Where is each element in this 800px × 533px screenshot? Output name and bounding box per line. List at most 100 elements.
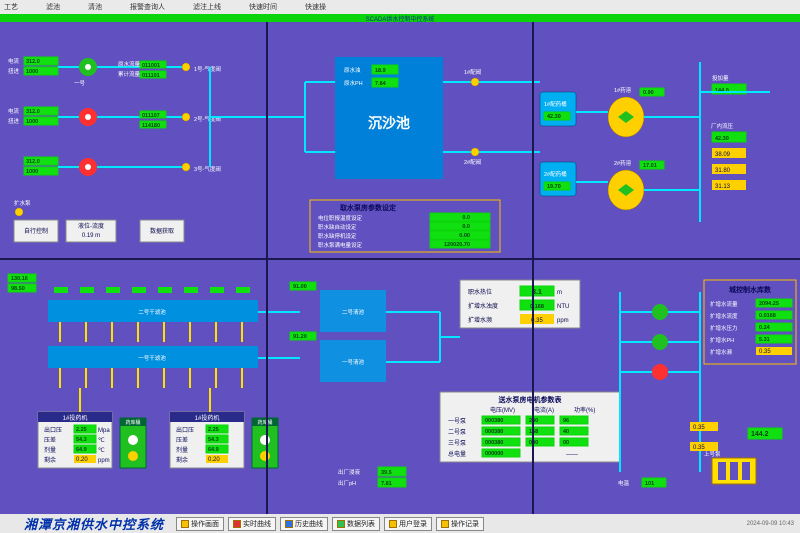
svg-text:上号泵: 上号泵 [704, 450, 721, 458]
svg-text:自行控制: 自行控制 [24, 227, 48, 235]
dosing-cabinets: 1#投药机 出口压2.25Mpa 压差54.3℃ 剂量64.9℃ 剩余0.20p… [38, 388, 278, 468]
svg-text:011001: 011001 [142, 63, 160, 69]
footer-btn[interactable]: 历史曲线 [280, 517, 328, 531]
menu-item[interactable]: 工艺 [4, 2, 18, 12]
svg-text:职水泵满电量设定: 职水泵满电量设定 [318, 241, 363, 249]
svg-text:二号干滤池: 二号干滤池 [138, 308, 166, 316]
svg-text:出口压: 出口压 [176, 426, 194, 434]
svg-text:120020.70: 120020.70 [444, 242, 470, 248]
svg-text:39.5: 39.5 [381, 470, 392, 476]
svg-text:原水浊: 原水浊 [344, 66, 361, 74]
svg-text:扩增水压力: 扩增水压力 [710, 324, 738, 332]
svg-text:压差: 压差 [44, 436, 56, 444]
svg-text:药库桶: 药库桶 [257, 419, 272, 426]
menu-item[interactable]: 滤注上线 [193, 2, 221, 12]
status-bar: SCADA供水控制中控系统 [0, 14, 800, 22]
scada-canvas: 312.0 1000 电流扭进 一号 011101 011001 原水流量累计流… [0, 22, 800, 514]
svg-text:原水流量: 原水流量 [118, 60, 141, 68]
svg-text:剂量: 剂量 [44, 446, 56, 454]
svg-text:0.20: 0.20 [208, 457, 220, 463]
svg-text:药库桶: 药库桶 [125, 419, 140, 426]
svg-text:3号-气度阀: 3号-气度阀 [194, 165, 221, 173]
footer-btn[interactable]: 实时曲线 [228, 517, 276, 531]
svg-text:取水泵房参数设定: 取水泵房参数设定 [340, 203, 396, 212]
svg-text:NTU: NTU [557, 304, 569, 310]
svg-text:2#配阀: 2#配阀 [464, 158, 481, 166]
filter-pools: 130.16 98.50 二号干滤池 一号干滤池 [8, 274, 300, 388]
svg-text:7.81: 7.81 [381, 481, 392, 487]
svg-text:312.0: 312.0 [26, 59, 40, 65]
svg-text:送水泵房电机参数表: 送水泵房电机参数表 [498, 395, 563, 404]
svg-text:——: —— [566, 452, 578, 458]
outlet-readouts: 出厂浸液39.5 出厂pH7.81 电温101 [338, 467, 666, 487]
svg-text:电流(A): 电流(A) [534, 406, 554, 414]
svg-text:1000: 1000 [26, 169, 38, 175]
svg-text:液位-流度: 液位-流度 [78, 222, 104, 230]
svg-text:℃: ℃ [98, 438, 105, 444]
svg-text:电温: 电温 [618, 479, 630, 487]
svg-text:000380: 000380 [485, 418, 503, 424]
footer-btn[interactable]: 操作记录 [436, 517, 484, 531]
svg-text:m: m [557, 290, 562, 296]
svg-text:96: 96 [563, 418, 569, 424]
svg-text:剂量: 剂量 [176, 446, 188, 454]
svg-text:64.9: 64.9 [208, 447, 219, 453]
timestamp: 2024-09-09 10:43 [747, 521, 794, 527]
svg-text:91.20: 91.20 [293, 334, 307, 340]
footer-btn[interactable]: 用户登录 [384, 517, 432, 531]
svg-text:0.90: 0.90 [643, 90, 654, 96]
svg-text:沉沙池: 沉沙池 [368, 115, 410, 131]
menu-item[interactable]: 快速操 [305, 2, 326, 12]
menu-item[interactable]: 报警查询人 [130, 2, 165, 12]
svg-text:1#投药机: 1#投药机 [63, 414, 88, 422]
svg-text:011101: 011101 [142, 73, 160, 79]
menu-item[interactable]: 滤池 [46, 2, 60, 12]
footer-bar: 湘潭京湘供水中控系统 操作画面 实时曲线 历史曲线 数据列表 用户登录 操作记录… [0, 514, 800, 533]
svg-text:ppm: ppm [98, 458, 110, 464]
svg-text:000000: 000000 [485, 451, 503, 457]
svg-text:64.9: 64.9 [76, 447, 87, 453]
svg-text:三号泵: 三号泵 [448, 440, 466, 447]
svg-text:扩水泵: 扩水泵 [14, 199, 31, 207]
svg-text:一号泵: 一号泵 [448, 418, 466, 425]
svg-text:一号: 一号 [74, 80, 86, 87]
svg-text:42.30: 42.30 [715, 136, 729, 142]
svg-text:扩增水濒: 扩增水濒 [468, 316, 492, 324]
svg-text:0.0: 0.0 [462, 215, 470, 221]
svg-text:1#配药桶: 1#配药桶 [544, 100, 567, 108]
svg-text:职水缺自动设定: 职水缺自动设定 [318, 223, 357, 231]
svg-text:7.84: 7.84 [375, 81, 387, 87]
intake-param-panel: 取水泵房参数设定 电位职报温度设定0.0 职水缺自动设定0.0 职水缺停机设定0… [310, 200, 500, 252]
system-title: 湘潭京湘供水中控系统 [24, 514, 164, 533]
svg-text:投加量: 投加量 [712, 74, 729, 82]
svg-text:98.50: 98.50 [11, 286, 25, 292]
svg-text:91.00: 91.00 [293, 284, 307, 290]
svg-text:出厂pH: 出厂pH [338, 479, 356, 487]
svg-text:0.00: 0.00 [459, 233, 470, 239]
svg-text:出厂浸液: 出厂浸液 [338, 468, 361, 476]
svg-text:Mpa: Mpa [98, 428, 110, 434]
svg-text:18.9: 18.9 [375, 68, 386, 74]
svg-text:31.80: 31.80 [715, 168, 731, 174]
svg-text:0.35: 0.35 [759, 349, 771, 355]
menu-item[interactable]: 快速时间 [249, 2, 277, 12]
svg-text:原水PH: 原水PH [344, 79, 363, 87]
svg-text:130.16: 130.16 [11, 276, 28, 282]
pointer-panel: 职水热位 3.1 m 扩增水浊度 0.168 NTU 扩增水濒 0.35 ppm [460, 280, 580, 328]
reaction-section: 1#配药桶 42.30 2#配药桶 19.70 1#药溶 0.90 2#药溶 1… [500, 62, 770, 222]
svg-text:1000: 1000 [26, 119, 38, 125]
svg-text:扭进: 扭进 [8, 67, 20, 75]
svg-text:5.31: 5.31 [759, 337, 770, 343]
svg-text:1#投药机: 1#投药机 [195, 414, 220, 422]
svg-text:2.25: 2.25 [76, 427, 87, 433]
svg-text:40: 40 [563, 429, 569, 435]
footer-btn[interactable]: 数据列表 [332, 517, 380, 531]
svg-text:0.19 m: 0.19 m [82, 233, 100, 239]
svg-text:000380: 000380 [485, 429, 503, 435]
menu-item[interactable]: 清池 [88, 2, 102, 12]
svg-text:0.24: 0.24 [759, 325, 771, 331]
svg-text:扩增水流度: 扩增水流度 [710, 312, 738, 320]
footer-btn[interactable]: 操作画面 [176, 517, 224, 531]
svg-text:℃: ℃ [98, 448, 105, 454]
svg-text:扩增水濒: 扩增水濒 [710, 348, 733, 356]
